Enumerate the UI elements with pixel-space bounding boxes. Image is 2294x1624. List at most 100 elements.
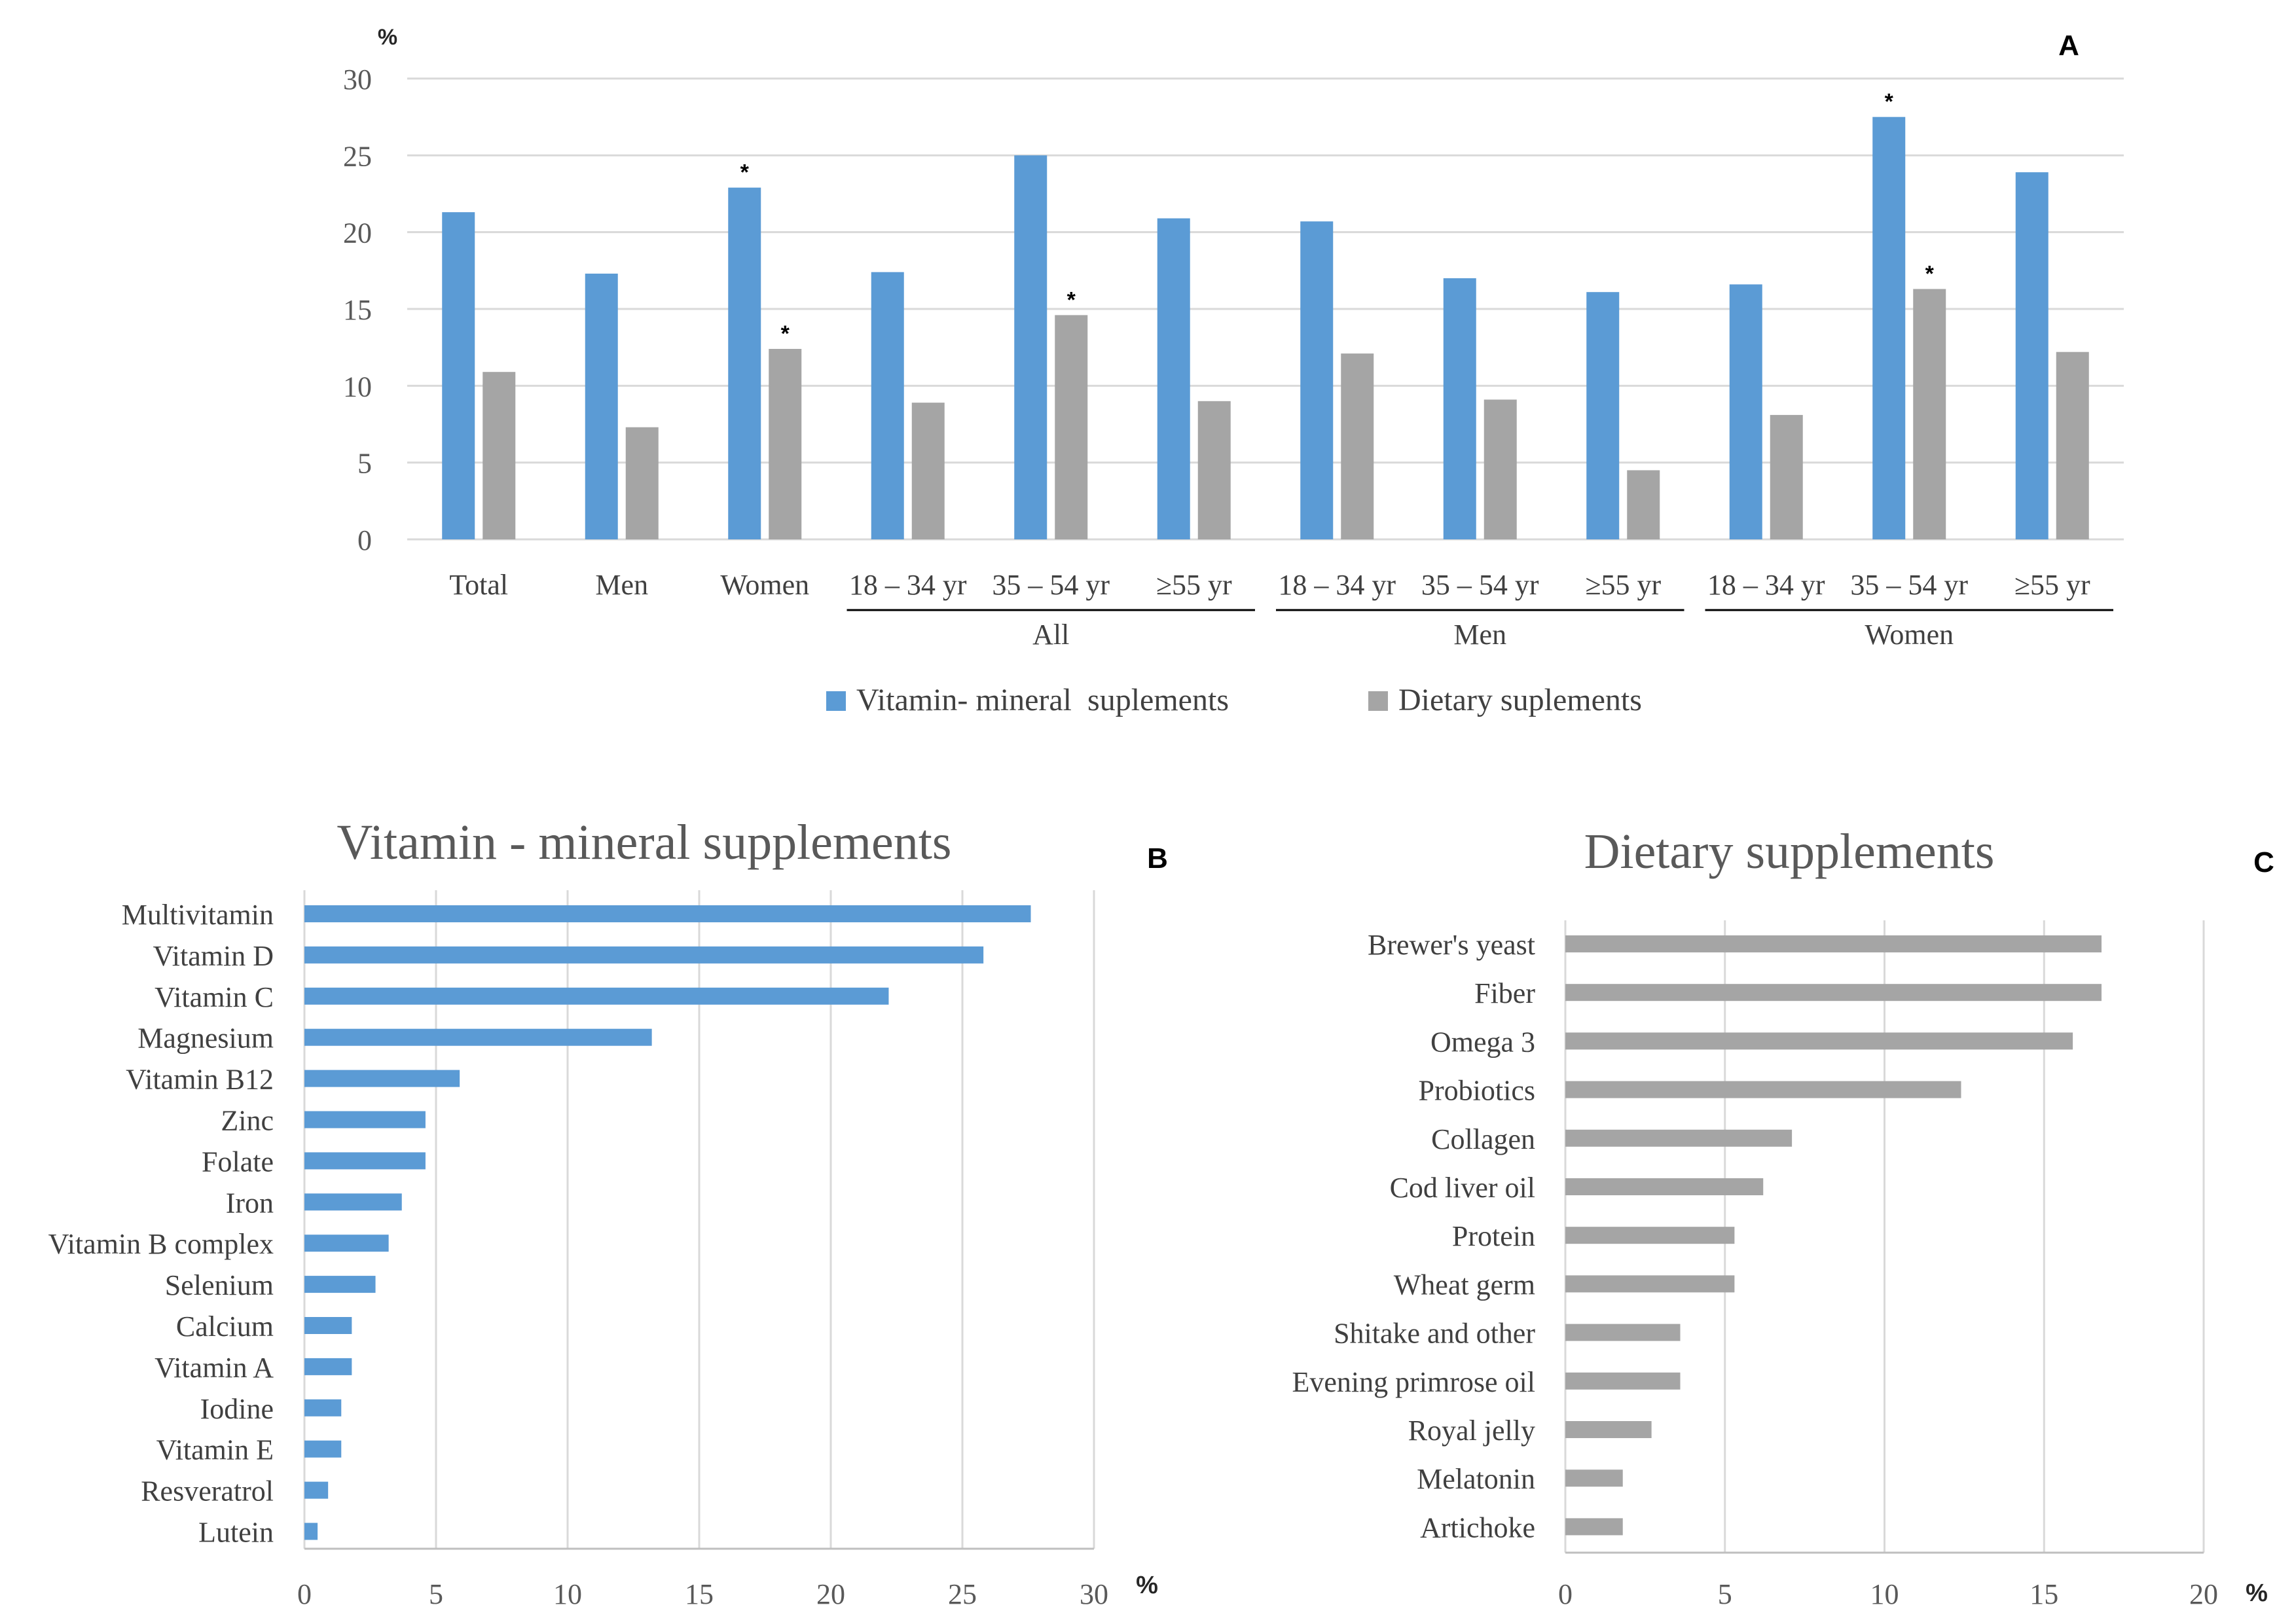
bar-protein [1565, 1227, 1735, 1244]
bar-dietary-5 [1055, 315, 1088, 539]
bar-omega-3 [1565, 1032, 2073, 1050]
bar-fiber [1565, 984, 2102, 1001]
category-label-shitake-and-other: Shitake and other [1334, 1318, 1535, 1350]
bar-vitamin-mineral-1 [442, 212, 475, 539]
bar-vitamin-mineral-4 [871, 272, 904, 539]
chart-c: Dietary supplements C Brewer's yeast Fibe… [1292, 824, 2274, 1610]
significance-marker: * [781, 321, 790, 346]
category-label-calcium: Calcium [176, 1310, 274, 1343]
chart-b-x-label: % [1136, 1572, 1158, 1599]
bar-iodine [304, 1399, 342, 1416]
bar-vitamin-b12 [304, 1070, 460, 1087]
bar-vitamin-a [304, 1358, 352, 1375]
chart-a-category-women: Women [720, 569, 809, 601]
category-label-vitamin-c: Vitamin C [155, 981, 274, 1013]
group-label-men: Men [1453, 619, 1506, 651]
chart-b-x-tick: 15 [685, 1578, 714, 1610]
chart-a-category-55-yr: ≥55 yr [2014, 569, 2090, 601]
bar-dietary-12 [2056, 352, 2089, 539]
chart-c-x-tick: 5 [1718, 1578, 1732, 1610]
category-label-vitamin-b12: Vitamin B12 [126, 1064, 274, 1096]
bar-dietary-3 [769, 349, 802, 539]
bar-zinc [304, 1111, 426, 1128]
chart-c-x-tick: 10 [1870, 1578, 1899, 1610]
bar-wheat-germ [1565, 1275, 1735, 1293]
bar-dietary-6 [1197, 401, 1231, 539]
bar-dietary-11 [1913, 289, 1946, 539]
chart-a-category-55-yr: ≥55 yr [1156, 569, 1232, 601]
chart-c-x-tick: 15 [2030, 1578, 2058, 1610]
legend-swatch-vitamin-mineral [826, 691, 846, 711]
bar-folate [304, 1152, 426, 1170]
category-label-artichoke: Artichoke [1420, 1511, 1535, 1543]
chart-c-x-tick: 0 [1558, 1578, 1573, 1610]
category-label-wheat-germ: Wheat germ [1394, 1269, 1535, 1301]
category-label-melatonin: Melatonin [1417, 1463, 1535, 1495]
chart-a-category-total: Total [449, 569, 508, 601]
chart-a-y-tick: 5 [357, 448, 372, 480]
chart-a-category-men: Men [595, 569, 648, 601]
bar-vitamin-mineral-3 [728, 187, 761, 539]
chart-a-legend: Vitamin- mineral suplements Dietary supl… [826, 683, 1642, 717]
category-label-evening-primrose-oil: Evening primrose oil [1292, 1366, 1536, 1398]
chart-a-category-35-54-yr: 35 – 54 yr [992, 569, 1110, 601]
category-label-iodine: Iodine [200, 1393, 274, 1425]
bar-lutein [304, 1523, 318, 1540]
bar-collagen [1565, 1129, 1793, 1147]
category-label-vitamin-e: Vitamin E [156, 1434, 274, 1466]
chart-a-category-18-34-yr: 18 – 34 yr [849, 569, 967, 601]
bar-melatonin [1565, 1470, 1623, 1487]
bar-vitamin-mineral-8 [1443, 278, 1476, 539]
bar-dietary-1 [482, 372, 516, 539]
chart-b-x-tick: 20 [816, 1578, 845, 1610]
category-label-magnesium: Magnesium [137, 1022, 274, 1055]
bar-dietary-7 [1341, 353, 1374, 539]
category-label-multivitamin: Multivitamin [122, 899, 274, 931]
category-label-vitamin-b-complex: Vitamin B complex [48, 1228, 274, 1260]
bar-probiotics [1565, 1081, 1961, 1098]
significance-marker: * [740, 160, 750, 185]
chart-b-x-tick: 25 [948, 1578, 977, 1610]
bar-magnesium [304, 1028, 652, 1046]
category-label-protein: Protein [1452, 1220, 1535, 1252]
chart-b-title: Vitamin - mineral supplements [337, 815, 952, 870]
category-label-fiber: Fiber [1474, 977, 1535, 1009]
significance-marker: * [1885, 90, 1894, 115]
chart-b: Vitamin - mineral supplements B Multivit… [48, 815, 1168, 1610]
legend-label-vitamin-mineral: Vitamin- mineral suplements [856, 683, 1229, 717]
bar-dietary-2 [625, 427, 659, 539]
bar-dietary-8 [1484, 399, 1517, 539]
chart-b-x-tick: 30 [1080, 1578, 1108, 1610]
bar-vitamin-mineral-2 [585, 274, 618, 539]
category-label-royal-jelly: Royal jelly [1408, 1415, 1535, 1447]
chart-a-category-35-54-yr: 35 – 54 yr [1850, 569, 1968, 601]
bar-dietary-9 [1627, 470, 1660, 539]
bar-iron [304, 1193, 402, 1211]
bar-shitake-and-other [1565, 1324, 1681, 1341]
bar-calcium [304, 1317, 352, 1334]
bar-resveratrol [304, 1481, 329, 1499]
bar-royal-jelly [1565, 1421, 1652, 1438]
category-label-zinc: Zinc [221, 1105, 274, 1137]
category-label-vitamin-d: Vitamin D [153, 940, 274, 972]
category-label-vitamin-a: Vitamin A [155, 1352, 274, 1384]
bar-vitamin-mineral-10 [1729, 284, 1762, 539]
chart-c-panel-label: C [2253, 846, 2274, 878]
chart-a-y-tick: 20 [343, 217, 372, 249]
bar-brewer-s-yeast [1565, 935, 2102, 952]
chart-b-panel-label: B [1147, 842, 1168, 875]
significance-marker: * [1925, 261, 1935, 286]
chart-a-panel-label: A [2058, 29, 2079, 62]
significance-marker: * [1067, 287, 1076, 312]
category-label-probiotics: Probiotics [1419, 1075, 1535, 1107]
bar-vitamin-mineral-9 [1586, 292, 1620, 539]
bar-vitamin-c [304, 987, 889, 1005]
chart-a: 0 5 10 15 20 25 30 * * * * * Total Men Women 18 – 34 … [343, 25, 2124, 717]
chart-b-x-tick: 5 [429, 1578, 443, 1610]
bar-vitamin-mineral-12 [2015, 172, 2048, 539]
category-label-cod-liver-oil: Cod liver oil [1390, 1172, 1535, 1204]
chart-a-category-18-34-yr: 18 – 34 yr [1707, 569, 1825, 601]
group-label-women: Women [1865, 619, 1954, 651]
chart-a-y-label: % [378, 25, 397, 50]
